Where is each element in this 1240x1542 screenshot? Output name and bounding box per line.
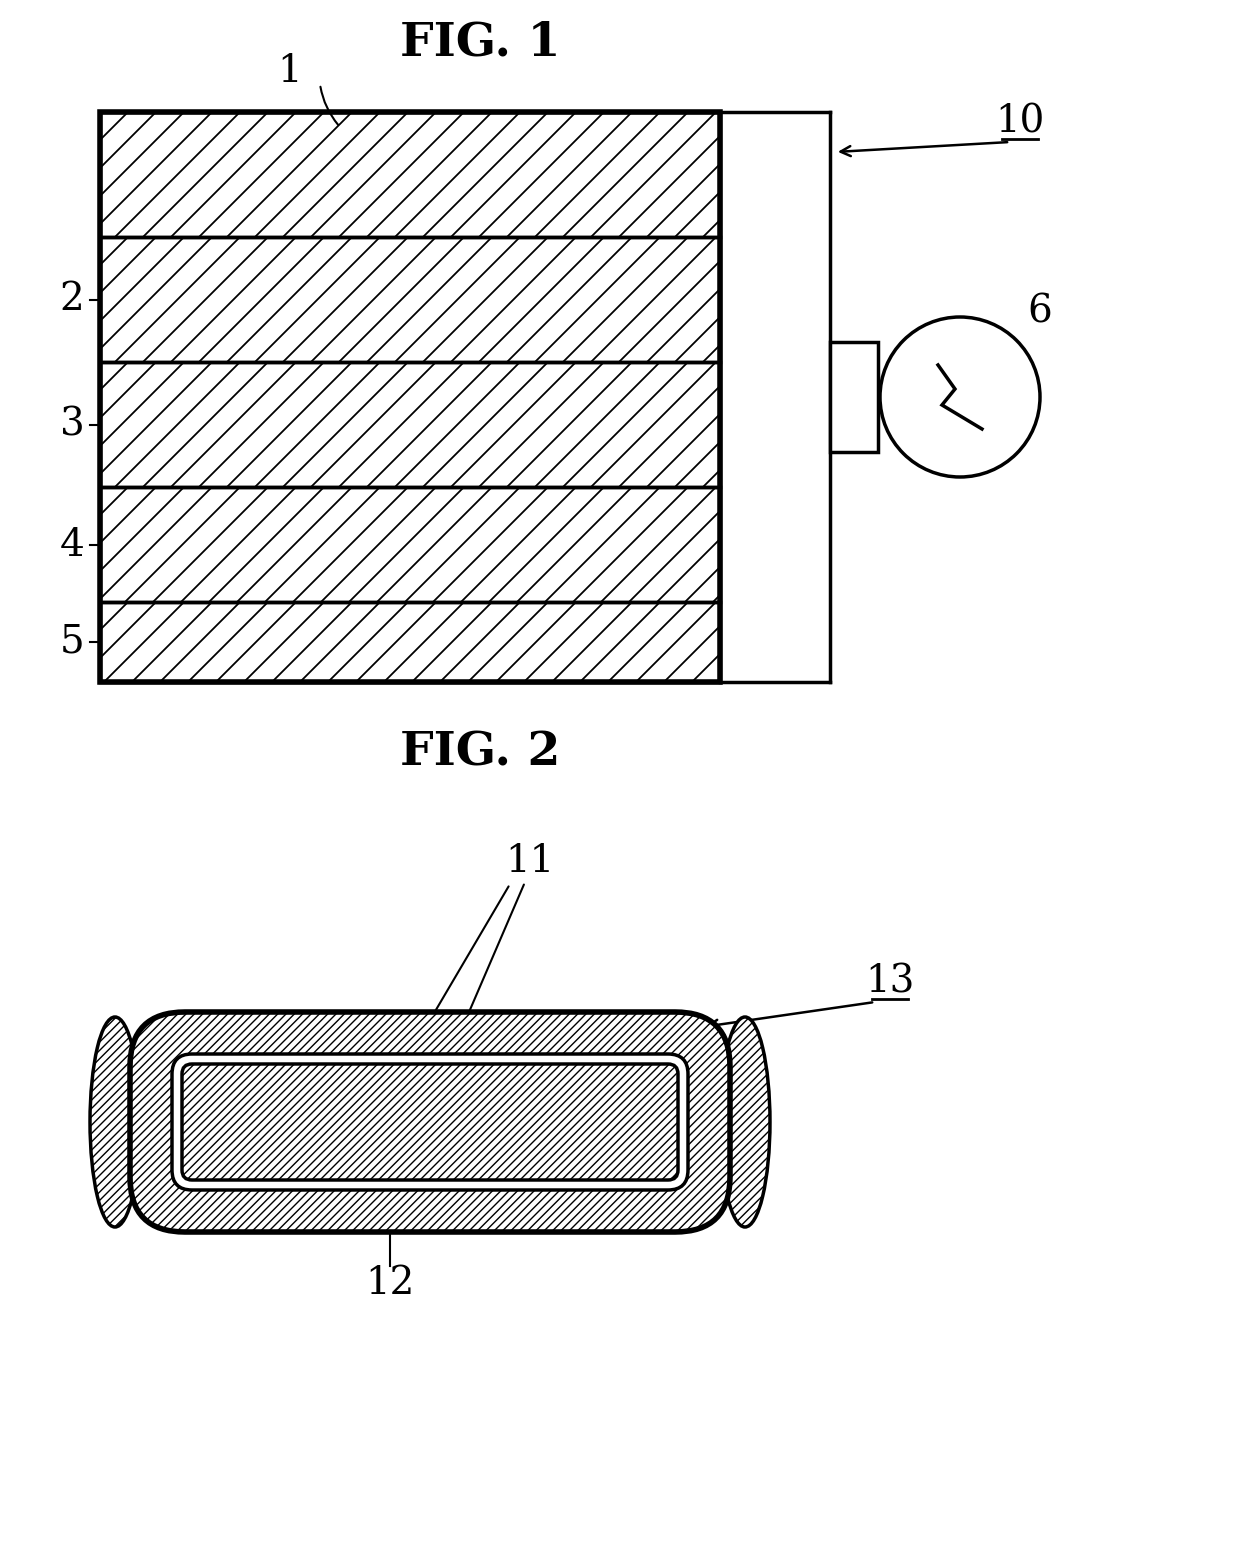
Text: 13: 13	[866, 964, 915, 1001]
Bar	[100, 237, 720, 362]
Ellipse shape	[720, 1018, 770, 1227]
Text: 11: 11	[506, 843, 554, 880]
Text: 12: 12	[366, 1266, 414, 1303]
FancyBboxPatch shape	[130, 1012, 730, 1232]
Text: 5: 5	[60, 623, 84, 660]
Text: 6: 6	[1028, 293, 1053, 330]
Bar	[100, 362, 720, 487]
Text: 2: 2	[60, 282, 84, 319]
Bar	[100, 601, 720, 682]
Text: 1: 1	[278, 54, 303, 91]
Bar	[100, 113, 720, 682]
Bar	[100, 113, 720, 237]
Text: FIG. 2: FIG. 2	[399, 729, 560, 776]
FancyBboxPatch shape	[182, 1064, 678, 1180]
Text: 3: 3	[60, 407, 84, 444]
FancyBboxPatch shape	[172, 1055, 688, 1190]
Bar	[830, 342, 878, 452]
Text: 10: 10	[996, 103, 1044, 140]
Bar	[100, 487, 720, 601]
Circle shape	[880, 318, 1040, 476]
Text: 4: 4	[60, 526, 84, 563]
Ellipse shape	[91, 1018, 140, 1227]
Text: FIG. 1: FIG. 1	[399, 19, 560, 65]
